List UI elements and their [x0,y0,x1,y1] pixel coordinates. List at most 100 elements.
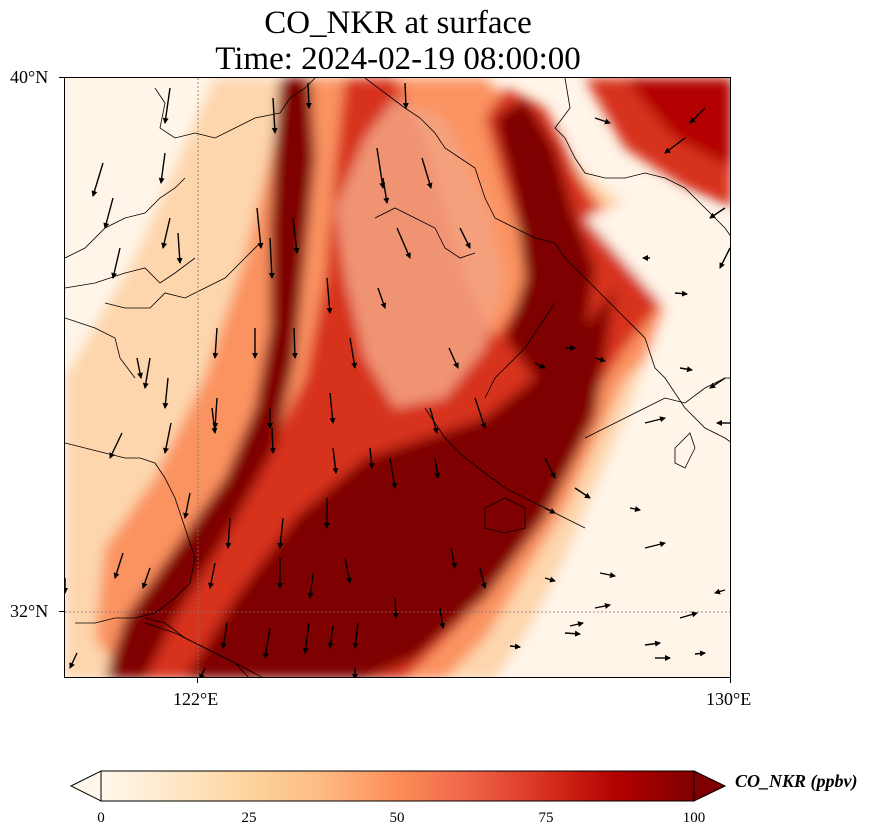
wind-vectors [65,82,730,677]
lon-label-130: 130°E [706,689,752,709]
wind-vector [392,597,399,619]
wind-vector [544,457,556,479]
wind-vector [305,82,312,109]
wind-vector [564,630,581,637]
wind-vector [534,362,546,369]
wind-vector [220,622,228,649]
wind-vector [679,611,698,619]
wind-vector [268,237,275,279]
wind-vector [271,97,278,134]
wind-vector [158,152,166,184]
wind-vector [111,247,121,279]
wind-vector [136,357,143,379]
wind-vector [629,506,641,512]
wind-vector [694,650,706,657]
lat-label-40: 40°N [10,67,49,87]
wind-vector [256,207,264,249]
wind-vector [674,290,688,297]
wind-vector [302,622,310,654]
lon-label-122: 122°E [173,689,219,709]
wind-vector [142,357,151,389]
wind-vector [429,407,439,434]
wind-vector [377,287,387,309]
wind-vector [448,347,459,369]
wind-vector [292,217,300,254]
wind-vector [709,207,726,219]
wind-vector [269,427,276,454]
wind-vector [368,447,375,469]
wind-vector [594,117,611,125]
wind-vector [459,227,471,249]
wind-vector [162,87,171,124]
wind-vector [709,377,726,389]
wind-vector [262,627,271,659]
wind-vector [396,227,411,259]
wind-vector [352,622,359,649]
wind-vector [644,640,661,647]
wind-vector [161,217,171,249]
wind-vector [664,137,686,154]
lat-tick-32 [59,611,64,612]
wind-vector [69,652,78,669]
wind-vector [349,337,358,369]
wind-vector [402,82,409,109]
wind-vector [474,397,487,429]
colorbar-tick-50: 50 [389,810,405,826]
map-title: CO_NKR at surface [264,5,532,41]
wind-vector [327,625,334,649]
colorbar-svg [69,770,727,802]
wind-vector [183,492,191,519]
wind-vector [544,507,556,514]
wind-vector [291,327,298,359]
wind-vector [212,327,219,359]
wind-vector [113,552,124,579]
coastlines [65,78,730,677]
wind-vector [329,392,336,424]
map-panel [64,77,731,678]
colorbar-label: CO_NKR (ppbv) [735,771,858,791]
wind-vector [644,416,666,424]
map-time: Time: 2024-02-19 08:00:00 [215,41,581,77]
lat-tick-40 [59,77,64,78]
wind-vector [326,277,333,314]
wind-vector [212,397,219,429]
wind-vector [679,366,693,373]
wind-vector [208,562,216,589]
wind-vector [162,377,169,409]
gridlines [65,78,730,677]
wind-vector [594,356,606,363]
concentration-field [65,78,730,677]
wind-vector [376,147,386,189]
wind-vector [544,576,556,583]
colorbar-tick-0: 0 [97,810,105,826]
wind-vector [574,487,591,499]
wind-vector [569,621,584,628]
lon-tick-122 [197,678,198,683]
wind-vector [714,588,726,595]
wind-vector [225,517,232,549]
wind-vector [599,572,616,578]
lat-label-32: 32°N [10,601,49,621]
wind-vector [421,157,433,189]
map-canvas [65,78,730,677]
wind-vector [479,567,487,589]
wind-vector [332,447,339,474]
wind-vector [389,457,398,489]
wind-vector [439,607,446,629]
wind-vector [509,643,521,650]
colorbar [69,770,727,802]
wind-vector [644,541,666,549]
wind-vector [91,162,104,197]
wind-vector [307,572,314,599]
wind-vector [719,247,730,269]
wind-vector [277,517,284,549]
wind-vector [382,177,390,204]
wind-vector [594,603,611,609]
wind-vector [109,432,123,459]
wind-vector [689,107,706,124]
wind-vector [344,557,352,584]
wind-vector [211,407,218,434]
wind-vector [199,667,206,677]
wind-vector [103,197,114,229]
wind-vector [141,567,151,589]
